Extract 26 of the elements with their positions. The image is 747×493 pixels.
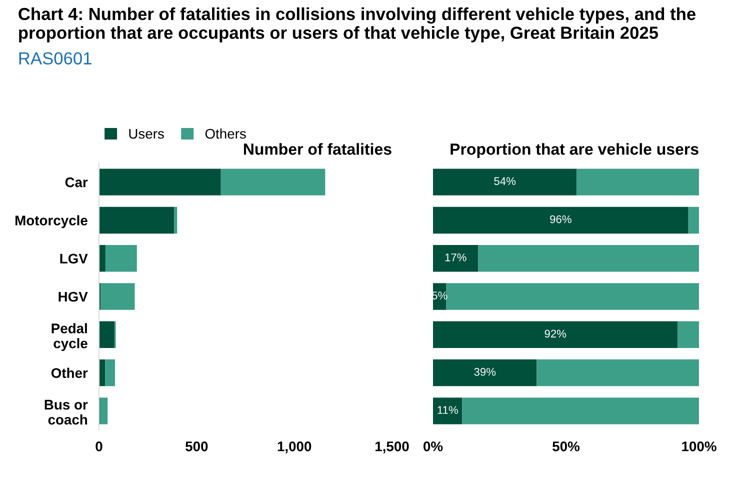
legend-label: Others (205, 128, 246, 139)
x-tick-label: 100% (682, 441, 716, 452)
x-tick-label: 1,500 (376, 441, 409, 454)
x-tick-label: 1,000 (278, 441, 312, 454)
data-label: 92% (544, 330, 566, 338)
caption: Chart 4: Number of fatalities in collisions involving different vehicle types, and the proportion that are occupants or users of that vehicle type, Great Britain 2025 (18, 7, 696, 42)
data-label: 54% (494, 177, 516, 186)
data-label: 17% (445, 254, 466, 262)
x-tick-label: 500 (186, 441, 208, 452)
chart-title: Number of fatalities (244, 143, 392, 155)
y-tick-label: LGV (60, 254, 88, 264)
legend-label: Users (129, 128, 164, 139)
chart-title: Proportion that are vehicle users (450, 143, 698, 158)
y-tick-label: HGV (58, 292, 88, 302)
data-label: 11% (438, 406, 458, 414)
y-tick-label: Car (65, 177, 88, 188)
data-label: 39% (474, 368, 496, 376)
y-tick-label: Pedal cycle (52, 323, 88, 352)
text: RAS0601 (19, 52, 92, 65)
x-tick-label: 0 (96, 441, 102, 452)
x-tick-label: 0% (424, 441, 443, 452)
y-tick-label: Motorcycle (16, 215, 88, 228)
x-tick-label: 50% (552, 441, 580, 452)
data-label: 96% (550, 215, 572, 224)
y-tick-label: Other (51, 368, 88, 378)
y-tick-label: Bus or coach (44, 400, 88, 425)
